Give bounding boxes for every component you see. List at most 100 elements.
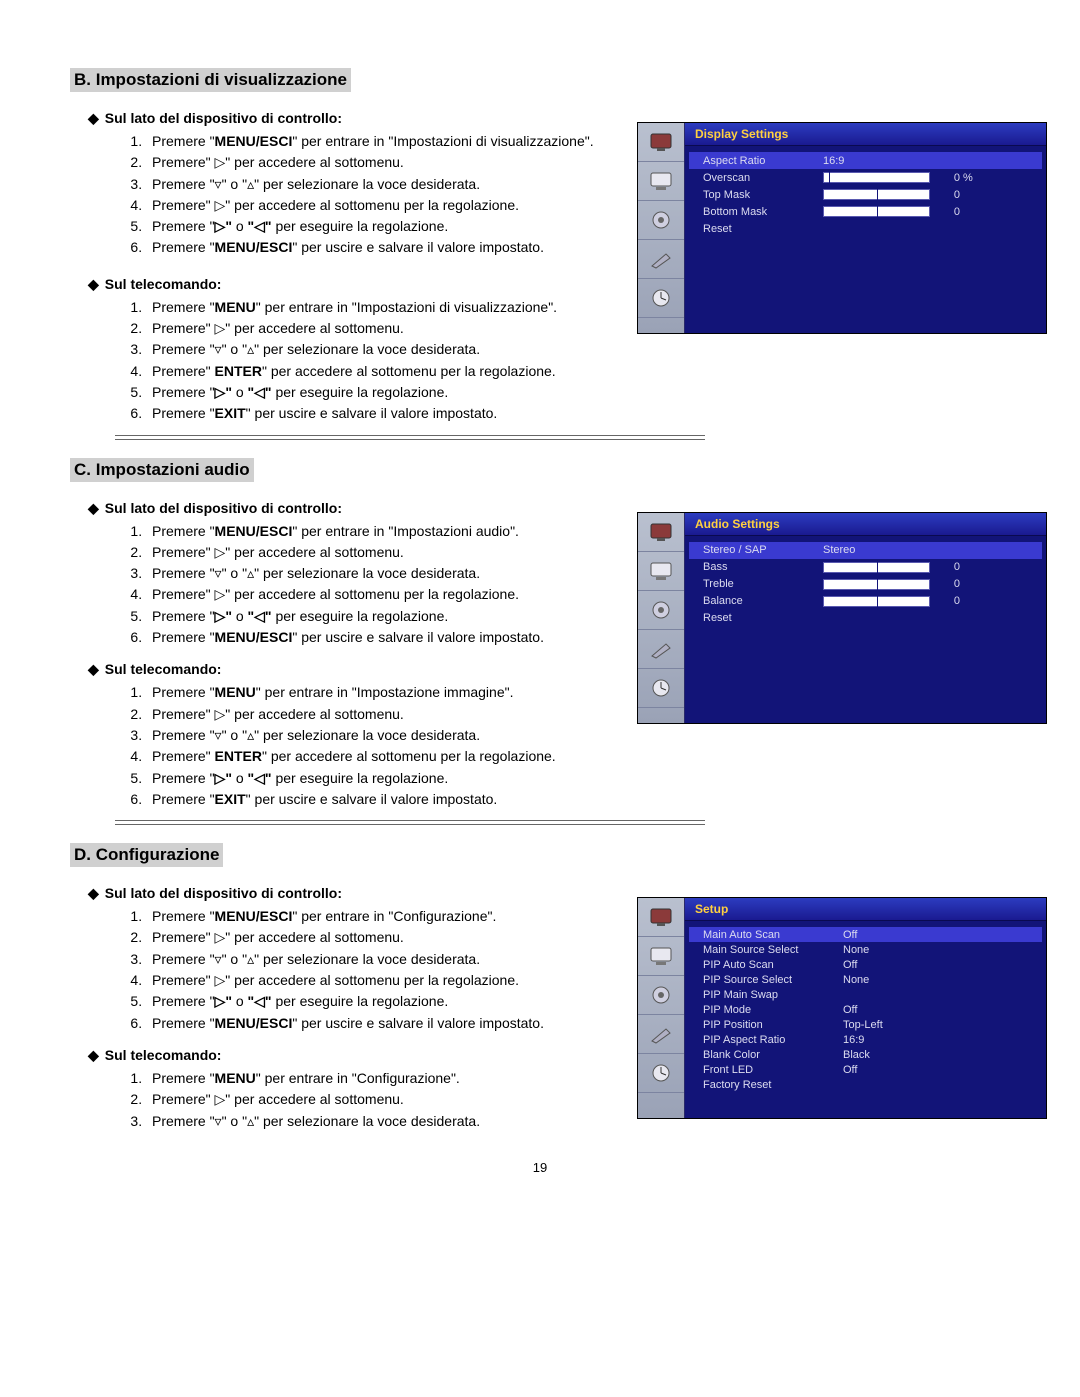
osd-row: PIP ModeOff [689,1002,1042,1017]
osd-row-label: PIP Main Swap [703,989,843,1001]
osd-row-label: Blank Color [703,1049,843,1061]
osd-slider [823,206,930,217]
osd-sidebar [638,898,685,1118]
osd-sidebar-icon [638,937,684,976]
osd-title: Display Settings [685,123,1046,146]
osd-row: Stereo / SAPStereo [689,542,1042,559]
osd-row-value: None [843,944,923,956]
osd-row-label: Bass [703,561,823,573]
osd-row: Bottom Mask 0 [689,203,1042,220]
section-c-sub2: ◆Sul telecomando: [88,661,625,678]
list-item: Premere "▿" o "▵" per selezionare la voc… [146,174,625,194]
diamond-icon: ◆ [88,885,99,901]
list-item: Premere "▿" o "▵" per selezionare la voc… [146,725,625,745]
list-item: Premere "▿" o "▵" per selezionare la voc… [146,563,625,583]
osd-row-label: Balance [703,595,823,607]
list-item: Premere" ▷" per accedere al sottomenu pe… [146,195,625,215]
osd-row: Aspect Ratio16:9 [689,152,1042,169]
osd-sidebar-icon [638,591,684,630]
osd-row-label: Factory Reset [703,1079,843,1091]
list-item: Premere "▷" o "◁" per eseguire la regola… [146,768,625,788]
osd-row-value: Black [843,1049,923,1061]
osd-sidebar-icon [638,552,684,591]
osd-row: Bass 0 [689,559,1042,576]
osd-sidebar-icon [638,669,684,708]
osd-row-num: 0 [936,561,960,573]
osd-row-num: 0 [936,206,960,218]
osd-row: PIP PositionTop-Left [689,1017,1042,1032]
section-b-title: B. Impostazioni di visualizzazione [70,68,351,92]
list-item: Premere "▷" o "◁" per eseguire la regola… [146,216,625,236]
osd-row-pct: % [960,172,979,184]
osd-row-value: Off [843,929,923,941]
diamond-icon: ◆ [88,1047,99,1063]
section-d-sub2: ◆Sul telecomando: [88,1047,625,1064]
osd-row-value: Top-Left [843,1019,923,1031]
osd-row-value: Off [843,1004,923,1016]
list-item: Premere" ENTER" per accedere al sottomen… [146,361,625,381]
osd-row-num: 0 [936,189,960,201]
list-item: Premere" ▷" per accedere al sottomenu. [146,1089,625,1109]
diamond-icon: ◆ [88,661,99,677]
osd-row-label: Reset [703,612,823,624]
osd-sidebar-icon [638,898,684,937]
osd-sidebar-icon [638,279,684,318]
osd-row: Overscan 0% [689,169,1042,186]
osd-sidebar-icon [638,1054,684,1093]
osd-row-label: Top Mask [703,189,823,201]
section-b-sub1: ◆ Sul lato del dispositivo di controllo: [88,110,625,127]
osd-row: Main Source SelectNone [689,942,1042,957]
osd-row-value: Off [843,959,923,971]
section-d-list2: Premere "MENU" per entrare in "Configura… [70,1068,625,1131]
osd-row-num: 0 [936,578,960,590]
osd-row: PIP Auto ScanOff [689,957,1042,972]
osd-row-value: 16:9 [843,1034,923,1046]
osd-row: Front LEDOff [689,1062,1042,1077]
list-item: Premere" ▷" per accedere al sottomenu. [146,704,625,724]
osd-row-label: Bottom Mask [703,206,823,218]
list-item: Premere "MENU/ESCI" per uscire e salvare… [146,1013,625,1033]
osd-row-value: Stereo [823,544,903,556]
osd-row-label: Overscan [703,172,823,184]
osd-sidebar-icon [638,630,684,669]
osd-row-value: None [843,974,923,986]
list-item: Premere "MENU" per entrare in "Impostazi… [146,297,625,317]
list-item: Premere "▷" o "◁" per eseguire la regola… [146,991,625,1011]
list-item: Premere" ▷" per accedere al sottomenu pe… [146,584,625,604]
osd-row: PIP Source SelectNone [689,972,1042,987]
osd-slider [823,596,930,607]
osd-sidebar-icon [638,976,684,1015]
osd-sidebar [638,513,685,723]
list-item: Premere" ENTER" per accedere al sottomen… [146,746,625,766]
osd-setup: Setup Main Auto ScanOffMain Source Selec… [637,897,1047,1119]
list-item: Premere "MENU" per entrare in "Impostazi… [146,682,625,702]
osd-row: Balance0 [689,593,1042,610]
osd-sidebar-icon [638,162,684,201]
sub-heading-text: Sul telecomando: [105,276,222,292]
sub-heading-text: Sul lato del dispositivo di controllo: [105,500,342,516]
section-b-list1: Premere "MENU/ESCI" per entrare in "Impo… [70,131,625,258]
list-item: Premere "▿" o "▵" per selezionare la voc… [146,949,625,969]
section-divider [115,820,705,825]
diamond-icon: ◆ [88,500,99,516]
sub-heading-text: Sul lato del dispositivo di controllo: [105,110,342,126]
diamond-icon: ◆ [88,110,99,126]
list-item: Premere "▷" o "◁" per eseguire la regola… [146,382,625,402]
osd-row-num: 0 [936,172,960,184]
osd-row: Blank ColorBlack [689,1047,1042,1062]
list-item: Premere "MENU/ESCI" per entrare in "Conf… [146,906,625,926]
section-b-sub2: ◆Sul telecomando: [88,276,625,293]
osd-row-label: PIP Position [703,1019,843,1031]
osd-sidebar-icon [638,123,684,162]
list-item: Premere" ▷" per accedere al sottomenu. [146,152,625,172]
osd-sidebar-icon [638,240,684,279]
list-item: Premere "EXIT" per uscire e salvare il v… [146,789,625,809]
section-divider [115,435,705,440]
osd-row: Reset [689,220,1042,237]
osd-row: Main Auto ScanOff [689,927,1042,942]
section-d-title: D. Configurazione [70,843,223,867]
osd-slider [823,562,930,573]
osd-slider [823,579,930,590]
list-item: Premere" ▷" per accedere al sottomenu. [146,927,625,947]
osd-sidebar-icon [638,513,684,552]
